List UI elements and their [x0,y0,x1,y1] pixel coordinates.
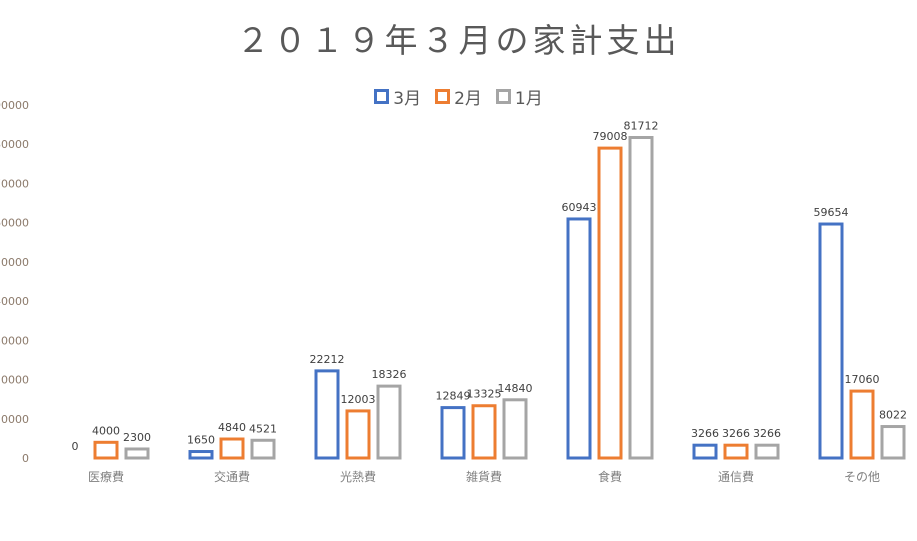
data-label: 59654 [814,206,849,219]
x-tick-label: 通信費 [718,469,754,484]
legend-swatch [435,89,451,104]
data-label: 12003 [341,393,376,406]
x-tick-label: 医療費 [88,469,124,484]
y-tick-label: 60000 [0,217,29,230]
bar [880,425,906,460]
y-tick-label: 0 [22,452,29,465]
y-tick-label: 50000 [0,256,29,269]
data-label: 12849 [436,390,471,403]
legend: 3月 2月 1月 [0,84,917,109]
bar [124,447,150,460]
y-tick-label: 70000 [0,177,29,190]
bar [692,443,718,460]
bar [250,438,276,460]
bar [818,222,844,460]
data-label: 14840 [498,382,533,395]
chart-title: ２０１９年３月の家計支出 [236,21,681,60]
data-label: 2300 [123,431,151,444]
data-label: 81712 [624,120,659,133]
bar [502,398,528,460]
data-label: 1650 [187,434,215,447]
bar [849,389,875,460]
y-tick-label: 30000 [0,334,29,347]
data-label: 4000 [92,424,120,437]
data-label: 3266 [753,427,781,440]
legend-item-february: 2月 [435,84,482,109]
y-tick-label: 40000 [0,295,29,308]
legend-swatch [374,89,390,104]
data-label: 79008 [593,130,628,143]
legend-item-march: 3月 [374,84,421,109]
x-tick-label: 雑貨費 [466,469,502,484]
data-label: 13325 [467,388,502,401]
legend-item-january: 1月 [495,84,543,109]
x-tick-label: 食費 [598,469,622,484]
bar [440,406,466,460]
data-label: 8022 [879,409,907,422]
bar [93,440,119,460]
y-tick-label: 90000 [0,99,29,112]
x-tick-label: 交通費 [214,469,250,484]
legend-swatch [495,89,511,104]
legend-label: 1月 [514,89,543,109]
data-label: 3266 [722,427,750,440]
bar [345,409,371,460]
bar [471,404,497,460]
bar [566,217,592,460]
bar [628,136,654,460]
bar [597,146,623,460]
y-tick-label: 10000 [0,413,29,426]
legend-label: 3月 [393,89,422,109]
data-label: 17060 [845,373,880,386]
data-label: 0 [72,440,79,453]
legend-label: 2月 [454,89,482,109]
data-label: 18326 [372,368,407,381]
bar [754,443,780,460]
bar [188,450,214,460]
data-label: 22212 [310,353,345,366]
bar [376,384,402,460]
x-tick-label: 光熱費 [340,469,376,484]
bar [723,443,749,460]
bar [219,437,245,460]
data-label: 4521 [249,422,277,435]
y-tick-label: 20000 [0,374,29,387]
data-label: 3266 [691,427,719,440]
y-tick-label: 80000 [0,138,29,151]
x-tick-label: その他 [844,470,880,484]
bar [314,369,340,460]
data-label: 4840 [218,421,246,434]
data-label: 60943 [562,201,597,214]
